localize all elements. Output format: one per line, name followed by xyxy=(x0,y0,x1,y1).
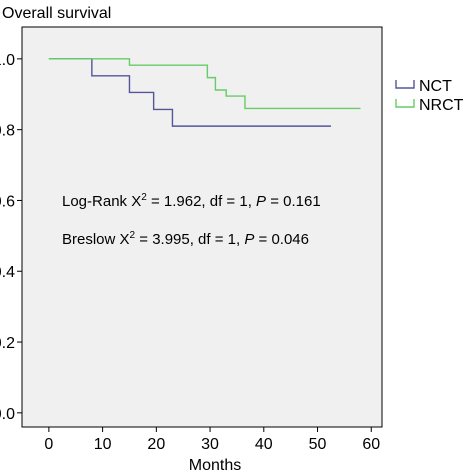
y-tick-label: 1.0 xyxy=(0,52,15,69)
y-tick-label: 0.6 xyxy=(0,193,15,210)
x-tick-label: 30 xyxy=(201,436,219,453)
logrank-post: = 0.161 xyxy=(266,193,321,210)
x-tick-label: 10 xyxy=(94,436,112,453)
y-tick-label: 0.8 xyxy=(0,123,15,140)
breslow-post: = 0.046 xyxy=(254,231,309,248)
y-tick-label: 0.0 xyxy=(0,406,15,423)
breslow-sup: 2 xyxy=(130,230,136,241)
x-tick-label: 40 xyxy=(255,436,273,453)
logrank-mid: = 1.962, df = 1, xyxy=(147,193,256,210)
x-axis-title: Months xyxy=(189,457,241,474)
logrank-sup: 2 xyxy=(141,192,147,203)
legend-swatch-nrct xyxy=(395,99,415,108)
legend-label-nct: NCT xyxy=(419,78,452,95)
x-tick-label: 20 xyxy=(147,436,165,453)
y-axis-ticks: 0.0 0.2 0.4 0.6 0.8 1.0 xyxy=(0,52,22,423)
logrank-p: P xyxy=(256,193,266,210)
y-tick-label: 0.2 xyxy=(0,335,15,352)
y-tick-label: 0.4 xyxy=(0,264,15,281)
plot-area xyxy=(21,26,383,428)
breslow-mid: = 3.995, df = 1, xyxy=(135,231,244,248)
chart-title: Overall survival xyxy=(2,5,111,22)
breslow-pre: Breslow X xyxy=(62,231,130,248)
logrank-annotation: Log-Rank X2 = 1.962, df = 1, P = 0.161 xyxy=(62,192,321,210)
series-layer xyxy=(48,58,361,127)
series-line-nrct xyxy=(48,58,361,110)
series-line-nct xyxy=(48,58,331,127)
x-tick-label: 0 xyxy=(44,436,53,453)
breslow-annotation: Breslow X2 = 3.995, df = 1, P = 0.046 xyxy=(62,230,309,248)
x-tick-label: 60 xyxy=(362,436,380,453)
legend: NCT NRCT xyxy=(395,78,464,114)
x-tick-label: 50 xyxy=(309,436,327,453)
legend-swatch-nct xyxy=(395,80,415,89)
logrank-pre: Log-Rank X xyxy=(62,193,141,210)
breslow-p: P xyxy=(244,231,254,248)
x-axis-ticks: 0 10 20 30 40 50 60 xyxy=(44,427,380,453)
legend-label-nrct: NRCT xyxy=(419,97,464,114)
